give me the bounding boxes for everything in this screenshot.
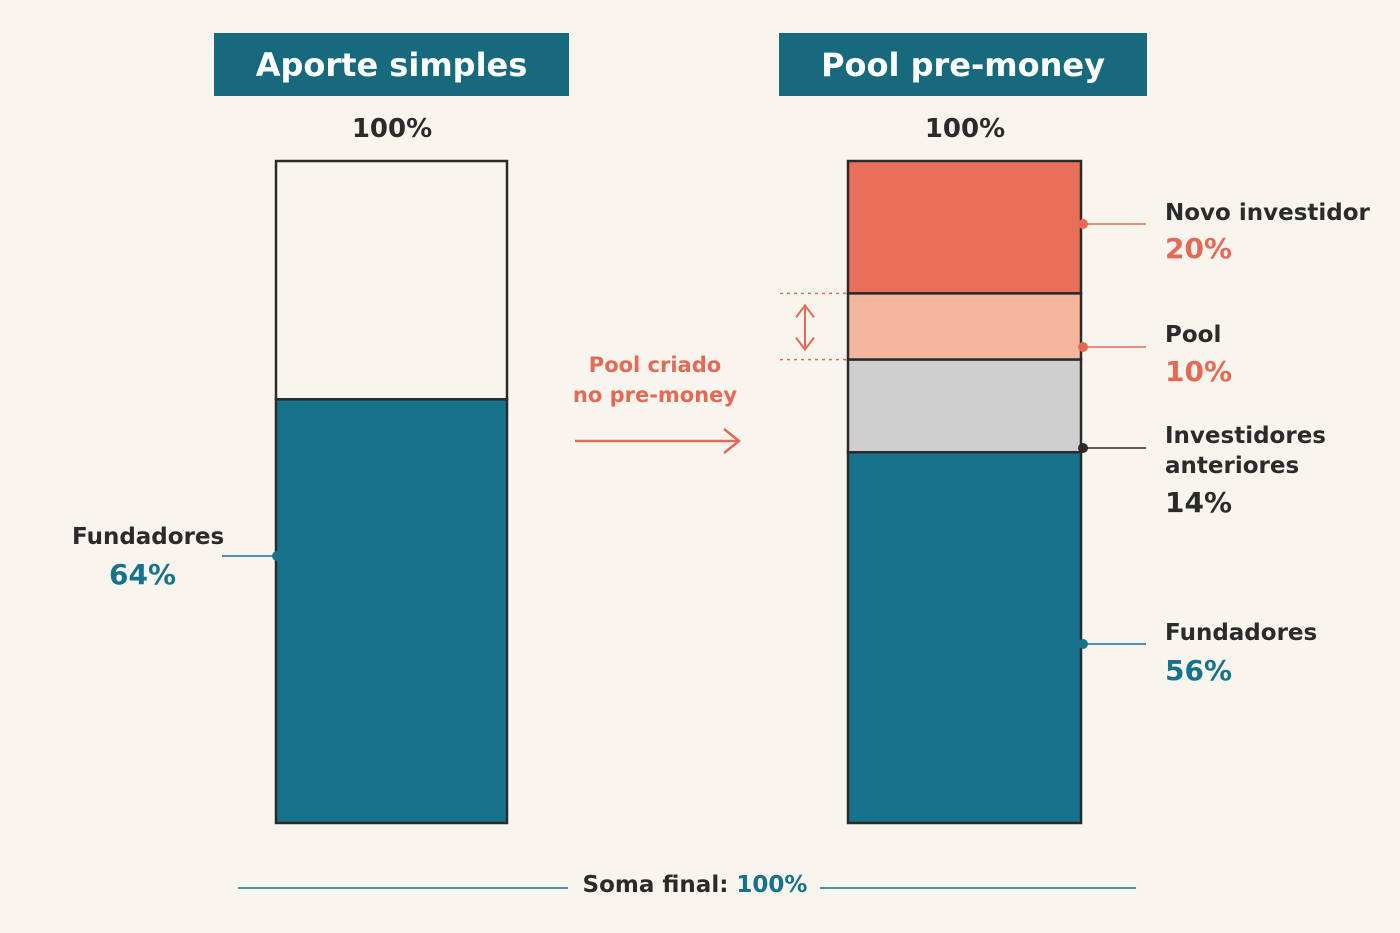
right-total-label: 100% xyxy=(924,114,1006,144)
pool-label: Pool xyxy=(1165,322,1222,348)
right-fundadores-value: 56% xyxy=(1165,654,1233,687)
investidores-anteriores-value: 14% xyxy=(1165,486,1233,519)
footer-sum-value: 100% xyxy=(736,872,808,898)
pool-range-arrow-up-head xyxy=(795,303,815,318)
transition-arrow-head xyxy=(723,428,742,454)
investidores-anteriores-leader-dot xyxy=(1078,443,1088,453)
right-fundadores-label: Fundadores xyxy=(1165,620,1318,646)
left-segment-fundadores xyxy=(274,398,509,825)
pool-annotation: Pool criado no pre-money xyxy=(560,350,750,410)
footer-sum: Soma final: 100% xyxy=(570,872,820,898)
investidores-anteriores-label-line2: anteriores xyxy=(1165,453,1300,479)
footer-sum-label: Soma final: xyxy=(582,872,729,898)
novo-investidor-label: Novo investidor xyxy=(1165,200,1370,226)
left-fundadores-label: Fundadores xyxy=(72,524,225,550)
pool-annotation-line1: Pool criado xyxy=(588,353,722,377)
right-segment-novo-investidor xyxy=(846,159,1083,295)
pool-annotation-line2: no pre-money xyxy=(572,383,738,407)
right-segment-pool xyxy=(846,292,1083,361)
right-fundadores-leader-dot xyxy=(1078,639,1088,649)
pool-range-arrow-down-head xyxy=(795,337,815,352)
pool-leader-dot xyxy=(1078,342,1088,352)
right-segment-investidores-anteriores xyxy=(846,358,1083,454)
left-fundadores-leader-dot xyxy=(272,551,282,561)
left-segment-empty xyxy=(274,159,509,401)
left-fundadores-value: 64% xyxy=(109,558,177,591)
pool-value: 10% xyxy=(1165,355,1233,388)
right-segment-fundadores xyxy=(846,451,1083,825)
left-chart-title: Aporte simples xyxy=(214,33,569,96)
left-total-label: 100% xyxy=(351,114,433,144)
novo-investidor-leader-dot xyxy=(1078,219,1088,229)
right-chart-title: Pool pre-money xyxy=(779,33,1147,96)
novo-investidor-value: 20% xyxy=(1165,232,1233,265)
investidores-anteriores-label-line1: Investidores xyxy=(1165,423,1326,449)
